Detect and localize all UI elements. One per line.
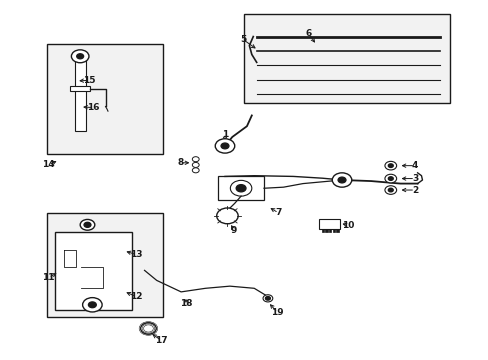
Bar <box>75 59 85 131</box>
Circle shape <box>192 168 199 173</box>
Bar <box>244 14 449 103</box>
Bar <box>332 229 334 232</box>
Bar <box>217 176 264 200</box>
Bar <box>321 229 324 232</box>
Bar <box>319 220 339 229</box>
Text: 11: 11 <box>42 273 55 282</box>
Circle shape <box>192 162 199 167</box>
Bar <box>47 44 163 154</box>
Circle shape <box>216 208 238 224</box>
Circle shape <box>384 161 396 170</box>
Text: 15: 15 <box>83 76 96 85</box>
Circle shape <box>88 302 96 308</box>
Circle shape <box>263 295 272 302</box>
Text: 10: 10 <box>341 221 353 230</box>
Circle shape <box>387 164 392 167</box>
Text: 6: 6 <box>305 29 311 38</box>
Text: 4: 4 <box>411 161 418 170</box>
Circle shape <box>192 157 199 162</box>
Bar <box>47 213 163 317</box>
Text: 8: 8 <box>177 158 183 167</box>
Circle shape <box>265 297 270 300</box>
Circle shape <box>84 222 91 227</box>
Text: 2: 2 <box>411 185 417 194</box>
Circle shape <box>80 220 95 230</box>
Text: 16: 16 <box>87 103 100 112</box>
Text: 9: 9 <box>230 226 237 235</box>
Circle shape <box>82 298 102 312</box>
Text: 1: 1 <box>222 130 228 139</box>
Circle shape <box>221 143 228 149</box>
Text: 18: 18 <box>180 299 192 308</box>
Circle shape <box>337 177 345 183</box>
Circle shape <box>331 173 351 187</box>
Bar <box>325 229 327 232</box>
Circle shape <box>387 188 392 192</box>
Circle shape <box>230 180 251 196</box>
Circle shape <box>215 139 234 153</box>
Text: 13: 13 <box>130 250 142 259</box>
Text: 14: 14 <box>42 161 55 170</box>
Text: 19: 19 <box>271 308 284 317</box>
Bar <box>55 231 132 310</box>
Bar <box>70 86 90 91</box>
Circle shape <box>71 50 89 63</box>
Circle shape <box>387 177 392 180</box>
Text: 5: 5 <box>240 35 245 44</box>
Circle shape <box>384 174 396 183</box>
Text: 17: 17 <box>155 336 167 345</box>
Text: 7: 7 <box>275 208 281 217</box>
Circle shape <box>384 186 396 194</box>
Circle shape <box>141 323 156 334</box>
Text: 3: 3 <box>411 174 417 183</box>
Text: 12: 12 <box>130 292 142 301</box>
Circle shape <box>77 54 83 59</box>
Circle shape <box>236 185 245 192</box>
Bar <box>328 229 330 232</box>
Bar <box>335 229 338 232</box>
